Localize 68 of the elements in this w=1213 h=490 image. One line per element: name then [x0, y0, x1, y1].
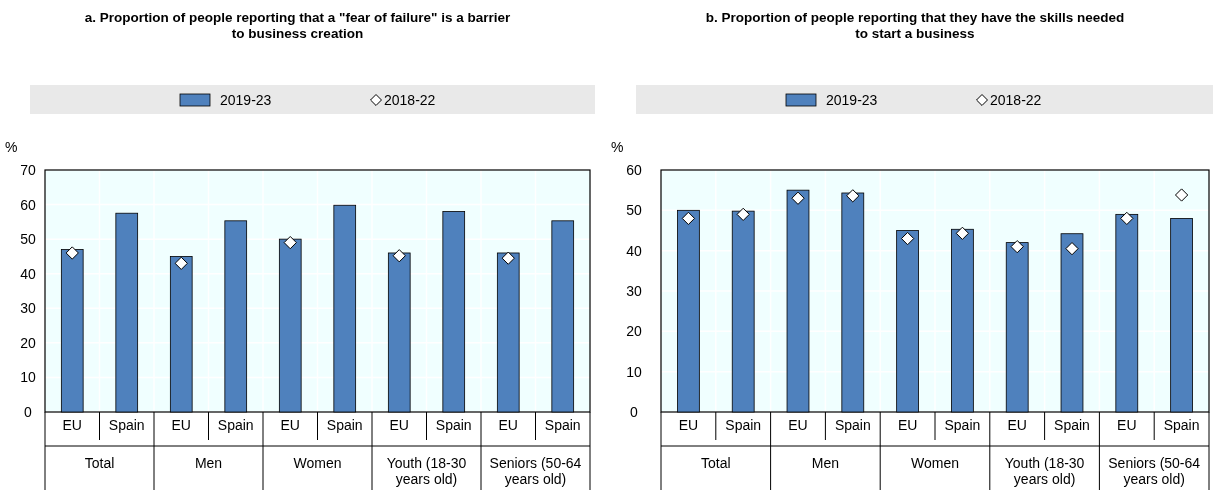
- y-tick-label: 10: [626, 363, 642, 380]
- y-tick-label: 60: [626, 161, 642, 178]
- x-tick-label: Spain: [217, 416, 254, 433]
- y-axis-title: %: [611, 139, 624, 155]
- x-tick-label: EU: [1117, 416, 1137, 433]
- y-axis-title: %: [5, 139, 18, 155]
- text: Youth (18-30 years old): [1004, 455, 1085, 488]
- x-tick-label: Spain: [1054, 416, 1090, 433]
- y-tick-label: 30: [20, 300, 36, 317]
- x-tick-label: Spain: [544, 416, 581, 433]
- point: [681, 211, 696, 226]
- y-tick-label: 40: [626, 242, 642, 259]
- x-tick-label: Spain: [326, 416, 363, 433]
- chart-title: b. Proportion of people reporting that they have the skills needed to start a business: [705, 10, 1125, 41]
- y-tick-label: 70: [20, 161, 36, 178]
- legend-label: 2019-23: [826, 92, 878, 108]
- y-tick-label: 20: [20, 334, 36, 351]
- chart-title: a. Proportion of people reporting that a "fear of failure" is a barrier to business creation: [84, 10, 511, 41]
- x-tick-label: EU: [62, 416, 82, 433]
- point: [392, 249, 406, 263]
- text: Total: [701, 455, 731, 471]
- point: [174, 256, 188, 270]
- point: [283, 235, 297, 250]
- x-tick-label: Spain: [108, 416, 145, 433]
- point: [1174, 188, 1189, 202]
- text: Women: [911, 455, 959, 471]
- point: [1120, 211, 1134, 226]
- y-tick-label: 0: [630, 403, 639, 420]
- point: [1065, 242, 1079, 256]
- x-tick-label: EU: [897, 416, 918, 433]
- x-tick-label: Spain: [1163, 416, 1200, 433]
- x-tick-label: Spain: [435, 416, 472, 433]
- x-tick-label: Spain: [725, 416, 762, 433]
- point: [501, 251, 515, 265]
- x-tick-label: Spain: [944, 416, 981, 433]
- y-tick-label: 40: [20, 265, 36, 282]
- y-tick-label: 50: [626, 202, 642, 219]
- x-tick-label: EU: [1007, 416, 1027, 433]
- text: Seniors (50-64 years old): [489, 455, 582, 488]
- text: Total: [84, 455, 115, 471]
- y-tick-label: 60: [20, 196, 36, 213]
- text: Men: [194, 455, 223, 471]
- legend-label: 2018-22: [384, 92, 436, 108]
- point: [736, 207, 750, 221]
- y-tick-label: 50: [20, 231, 36, 248]
- x-tick-label: EU: [498, 416, 518, 433]
- point: [900, 231, 915, 246]
- y-tick-label: 20: [626, 323, 642, 340]
- point: [1010, 240, 1024, 254]
- text: Women: [293, 455, 342, 471]
- x-tick-label: EU: [280, 416, 300, 433]
- y-tick-label: 10: [20, 369, 36, 386]
- x-tick-label: EU: [389, 416, 409, 433]
- y-tick-label: 30: [626, 282, 642, 299]
- point: [846, 189, 860, 203]
- text: Youth (18-30 years old): [386, 455, 467, 488]
- y-tick-label: 0: [24, 403, 33, 420]
- x-tick-label: Spain: [834, 416, 871, 433]
- text: Men: [811, 455, 840, 471]
- x-tick-label: EU: [678, 416, 699, 433]
- legend-label: 2019-23: [220, 92, 272, 108]
- point: [791, 191, 805, 205]
- point: [955, 226, 970, 240]
- text: Seniors (50-64 years old): [1108, 455, 1201, 488]
- x-tick-label: EU: [171, 416, 191, 433]
- point: [65, 246, 79, 260]
- legend-label: 2018-22: [990, 92, 1042, 108]
- x-tick-label: EU: [788, 416, 808, 433]
